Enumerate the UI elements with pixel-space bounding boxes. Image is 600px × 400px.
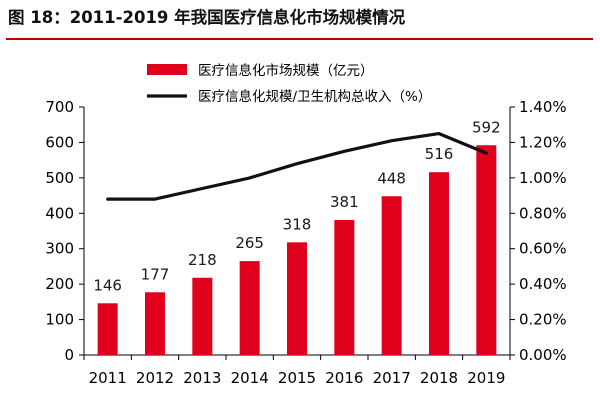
bar (97, 303, 118, 355)
x-tick-label: 2013 (183, 369, 221, 387)
title-text: 2011-2019 年我国医疗信息化市场规模情况 (69, 8, 406, 27)
bar (145, 292, 165, 355)
right-tick-label: 0.20% (519, 311, 567, 329)
bar-data-label: 592 (472, 118, 501, 136)
bar-data-label: 265 (235, 234, 264, 252)
bar (334, 220, 355, 355)
x-tick-label: 2011 (89, 369, 127, 387)
x-tick-label: 2019 (467, 369, 505, 387)
right-tick-label: 0.80% (519, 204, 567, 222)
legend-line-label: 医疗信息化规模/卫生机构总收入（%） (198, 88, 431, 105)
figure-label: 图 18： (8, 8, 70, 27)
title-underline (6, 38, 593, 40)
bar-data-label: 318 (283, 215, 312, 233)
x-tick-label: 2015 (278, 369, 316, 387)
bar (287, 242, 307, 355)
left-tick-label: 100 (45, 311, 74, 329)
left-tick-label: 200 (45, 275, 74, 293)
x-tick-label: 2016 (325, 369, 363, 387)
legend-bar-label: 医疗信息化市场规模（亿元） (198, 62, 374, 79)
right-tick-label: 1.20% (519, 133, 567, 151)
legend-bar-swatch (147, 64, 187, 75)
left-tick-label: 0 (64, 346, 74, 364)
x-tick-label: 2018 (420, 369, 458, 387)
bar (429, 172, 449, 355)
bar (476, 145, 497, 355)
bar (239, 261, 260, 355)
right-tick-label: 0.60% (519, 240, 567, 258)
left-tick-label: 600 (45, 133, 74, 151)
right-tick-label: 1.00% (519, 169, 567, 187)
right-tick-label: 0.00% (519, 346, 567, 364)
bar-data-label: 448 (377, 169, 406, 187)
bar (192, 277, 213, 355)
bar-data-label: 146 (93, 276, 122, 294)
chart-title: 图 18：2011-2019 年我国医疗信息化市场规模情况 (8, 4, 405, 28)
right-tick-label: 0.40% (519, 275, 567, 293)
x-tick-label: 2012 (136, 369, 174, 387)
x-tick-label: 2017 (373, 369, 411, 387)
bar (381, 196, 402, 355)
bar-data-label: 381 (330, 193, 359, 211)
left-tick-label: 700 (45, 98, 74, 116)
right-tick-label: 1.40% (519, 98, 567, 116)
left-tick-label: 500 (45, 169, 74, 187)
x-tick-label: 2014 (231, 369, 269, 387)
bar-data-label: 177 (141, 265, 170, 283)
bar-data-label: 218 (188, 251, 217, 269)
ratio-line (106, 132, 488, 201)
bar-data-label: 516 (425, 145, 454, 163)
left-tick-label: 400 (45, 204, 74, 222)
left-tick-label: 300 (45, 240, 74, 258)
